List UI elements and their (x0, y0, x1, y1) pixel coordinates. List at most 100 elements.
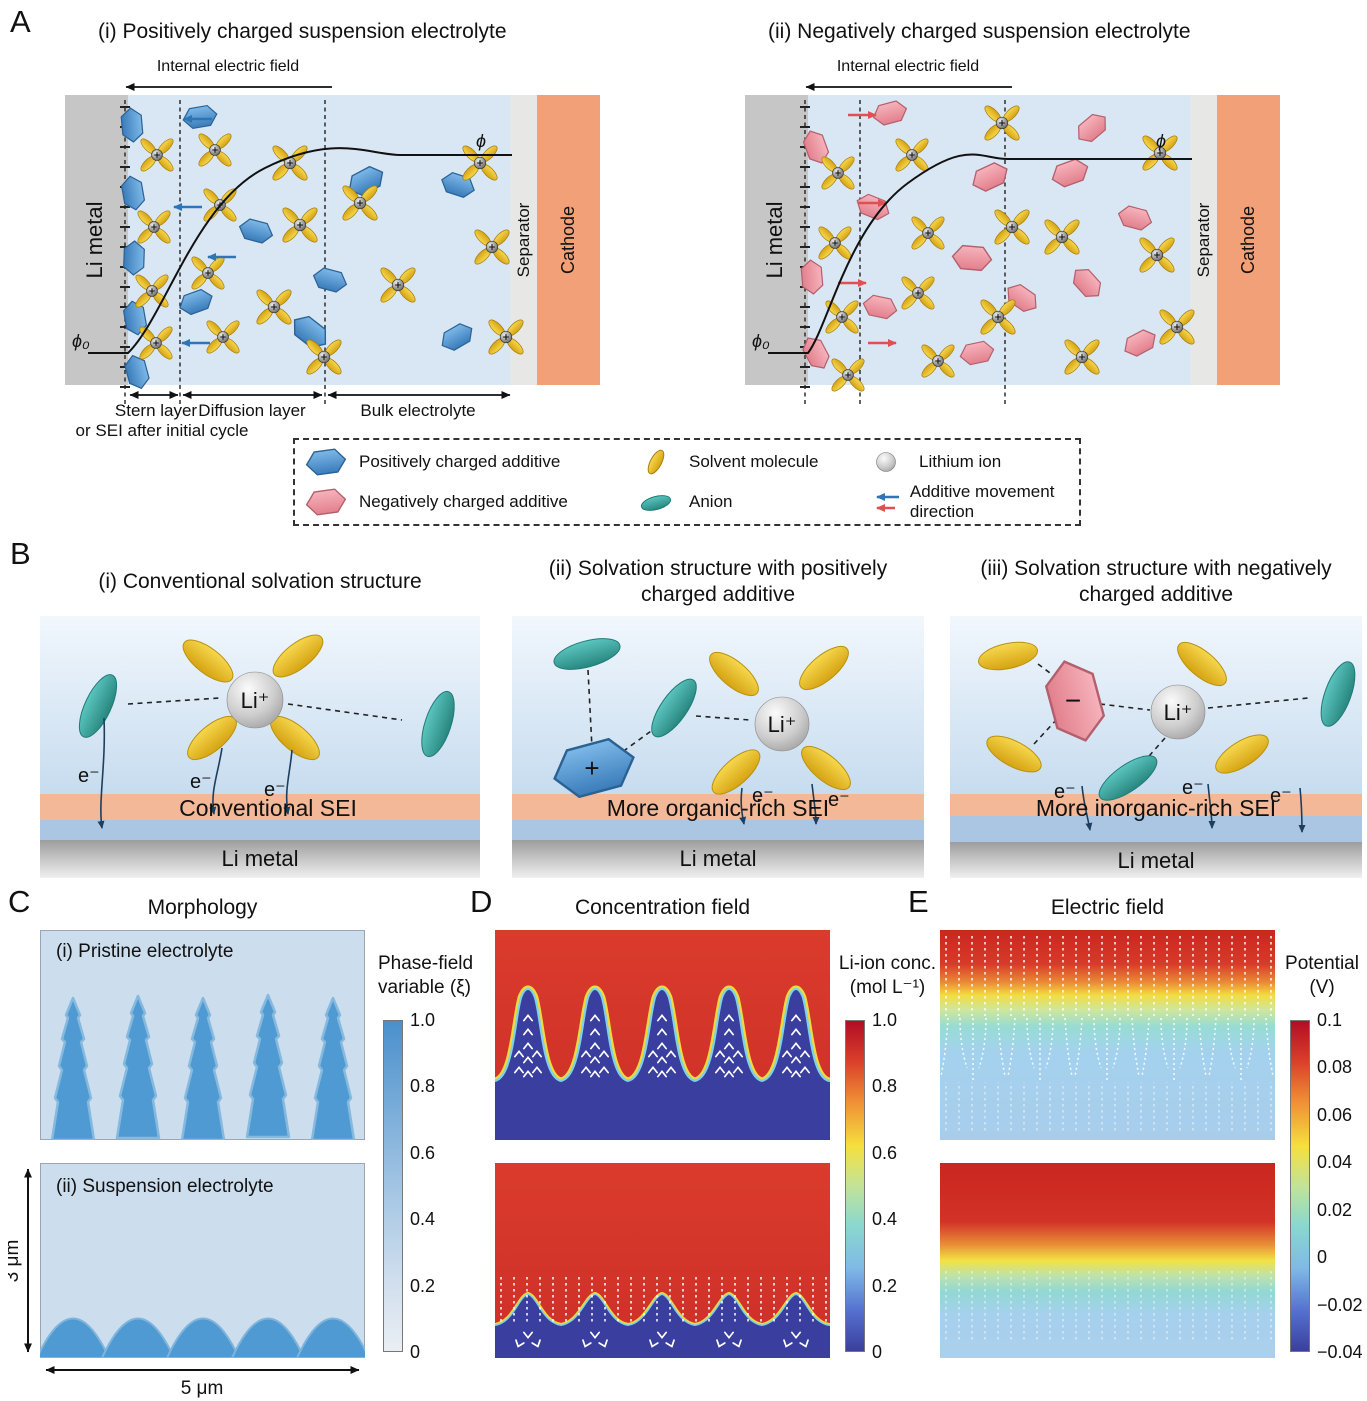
lithium-ion-icon (876, 452, 896, 472)
panel-a-i-diagram: Internal electric field Li metal Separat… (65, 58, 600, 440)
field-lines-bottom (943, 1082, 1272, 1134)
li-ion-sphere (754, 696, 810, 752)
phi-label: ϕ (476, 131, 486, 151)
panel-a-ii-title: (ii) Negatively charged suspension elect… (768, 20, 1191, 43)
legend-label: Negatively charged additive (359, 492, 568, 511)
flux-lines (497, 1275, 828, 1325)
solvent-molecule (801, 745, 851, 791)
li-ion-label: Li⁺ (241, 688, 270, 713)
concentration-pristine-image (495, 930, 830, 1140)
internal-electric-field-arrow: Internal electric field (805, 58, 1012, 91)
height-scale-label: 3 μm (8, 1240, 23, 1283)
bulk-electrolyte-label: Bulk electrolyte (360, 401, 475, 420)
width-scale-label: 5 μm (181, 1378, 224, 1399)
panel-a-i-title: (i) Positively charged suspension electr… (98, 20, 507, 43)
concentration-suspension-image (495, 1163, 830, 1358)
molecules (119, 103, 527, 392)
electron-label: e⁻ (190, 771, 212, 793)
electron-label: e⁻ (78, 765, 100, 787)
electric-field-pristine-image (940, 930, 1275, 1140)
additive-movement-arrows (838, 111, 897, 347)
colorbar-tick: 0.4 (872, 1209, 898, 1229)
electron-label: e⁻ (752, 785, 774, 807)
electric-field-suspension-image (940, 1163, 1275, 1358)
panel-a-ii-diagram: Internal electric field Li metal Separat… (745, 58, 1280, 407)
electron-label: e⁻ (1270, 785, 1292, 807)
suspension-electrolyte-label: (ii) Suspension electrolyte (56, 1176, 274, 1197)
solvent-molecule (1215, 734, 1269, 774)
legend-item: Positively charged additive (303, 447, 633, 477)
panel-e-title: Electric field (1050, 896, 1165, 919)
potential-curve (88, 147, 512, 354)
cathode-label: Cathode (1238, 206, 1258, 274)
anion (78, 674, 118, 738)
legend-label: Additive movement direction (909, 482, 1055, 521)
molecules (798, 98, 1198, 395)
anion (1098, 755, 1158, 801)
panel-b-iii-illustration: − Li⁺ e⁻ e⁻ e⁻ More inorganic-rich SEI L… (950, 616, 1362, 878)
li-metal-label: Li metal (82, 201, 107, 278)
colorbar-tick: 0.1 (1317, 1010, 1343, 1030)
svg-text:Internal electric field: Internal electric field (157, 58, 299, 75)
colorbar-tick: 0.8 (410, 1076, 436, 1096)
colorbar-tick: 0.6 (872, 1143, 898, 1163)
solvent-molecule-icon (647, 449, 665, 475)
colorbar-tick: 0.08 (1317, 1057, 1353, 1077)
colorbar-tick: 0.4 (410, 1209, 436, 1229)
anion (1320, 661, 1356, 727)
anion (421, 690, 455, 758)
concentration-colorbar-title: Li-ion conc. (mol L⁻¹) (838, 953, 937, 998)
legend: Positively charged additive Solvent mole… (293, 438, 1081, 526)
li-ion-sphere (226, 671, 284, 729)
pristine-electrolyte-label: (i) Pristine electrolyte (56, 941, 233, 962)
colorbar-tick: 0.04 (1317, 1152, 1353, 1172)
electron-label: e⁻ (1182, 777, 1204, 799)
electron-arrows (739, 783, 820, 825)
stern-layer-sublabel: or SEI after initial cycle (76, 421, 249, 440)
morphology-suspension-image: (ii) Suspension electrolyte (40, 1163, 365, 1358)
panel-c-title: Morphology (147, 896, 258, 919)
legend-item: Negatively charged additive (303, 487, 633, 517)
panel-d-title: Concentration field (574, 896, 751, 919)
bonds (127, 697, 403, 721)
solvent-molecule (182, 639, 234, 683)
anion (651, 678, 697, 738)
diffusion-layer-label: Diffusion layer (198, 401, 306, 420)
solvent-molecule (711, 749, 761, 795)
colorbar-tick: 1.0 (410, 1010, 436, 1030)
cathode-label: Cathode (558, 206, 578, 274)
solvent-molecule (799, 645, 849, 691)
panel-d-label: D (470, 884, 493, 919)
colorbar-tick: 0.2 (410, 1276, 436, 1296)
sei-label: More inorganic-rich SEI (1036, 795, 1276, 821)
panel-b-i-illustration: Li⁺ e⁻ e⁻ e⁻ Conventional SEI Li metal (40, 616, 480, 878)
phase-field-colorbar-title: Phase-field variable (ξ) (378, 953, 474, 998)
panel-a-label: A (10, 4, 31, 39)
panel-b-label: B (10, 536, 31, 571)
potential-curve (768, 153, 1192, 354)
svg-text:Internal electric field: Internal electric field (837, 58, 979, 75)
li-ion-label: Li⁺ (1164, 700, 1193, 725)
minus-sign: − (1065, 685, 1081, 716)
separator-label: Separator (514, 202, 533, 277)
phi0-label: ϕ₀ (72, 331, 90, 351)
colorbar-tick: 1.0 (872, 1010, 898, 1030)
legend-item: Solvent molecule (633, 447, 863, 477)
anion (553, 638, 621, 670)
bonds (587, 669, 751, 759)
li-metal-label: Li metal (221, 846, 298, 871)
legend-label: Solvent molecule (689, 452, 819, 471)
colorbar-tick: 0 (410, 1342, 421, 1362)
electron-label: e⁻ (264, 779, 286, 801)
phi0-label: ϕ₀ (752, 331, 770, 351)
colorbar-tick: 0 (1317, 1247, 1328, 1267)
field-lines (943, 936, 1272, 1016)
additive-movement-arrows (173, 115, 236, 347)
li-ion-sphere (1150, 684, 1206, 740)
colorbar-tick: 0.8 (872, 1076, 898, 1096)
li-metal-label: Li metal (679, 846, 756, 871)
potential-colorbar (1290, 1020, 1310, 1352)
positively-charged-additive-icon (304, 447, 348, 477)
colorbar-tick: 0.6 (410, 1143, 436, 1163)
colorbar-tick: 0 (872, 1342, 883, 1362)
